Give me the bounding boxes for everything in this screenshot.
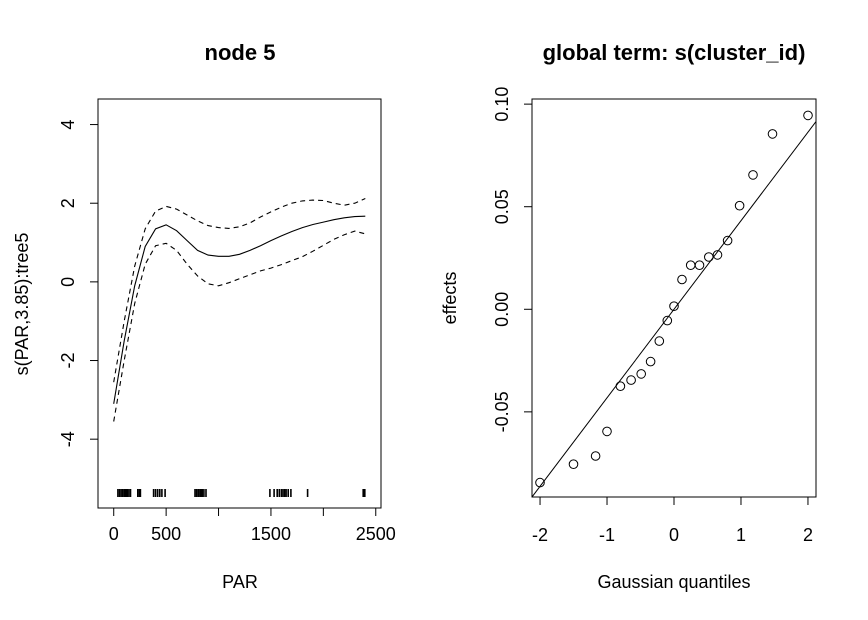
y-tick-label: -4 (58, 431, 78, 447)
panel-2-plot-frame (531, 98, 817, 498)
scatter-point (712, 250, 723, 260)
scatter-point (669, 301, 679, 312)
series-line-lower-band (113, 230, 366, 422)
scatter-point (654, 336, 665, 346)
scatter-point (626, 375, 636, 385)
y-tick-label: 0.05 (492, 189, 512, 224)
scatter-point (590, 451, 601, 461)
x-tick-label: 2 (803, 525, 813, 545)
scatter-point (662, 315, 673, 326)
x-tick-label: -2 (532, 525, 548, 545)
scatter-point (803, 110, 813, 121)
x-tick-label: 500 (151, 524, 181, 544)
reference-line (532, 121, 816, 497)
panel-node-5: node 5 0 500 1500 2500 -4 -2 0 2 4 PAR s(PAR,3.… (12, 40, 396, 592)
x-tick-label: 0 (109, 524, 119, 544)
panel-2-title: global term: s(cluster_id) (543, 40, 806, 65)
series-line-fit (113, 215, 366, 404)
x-tick-label: 2500 (356, 524, 396, 544)
y-tick-label: 0 (58, 277, 78, 287)
panel-1-data (113, 197, 366, 497)
x-tick-label: -1 (599, 525, 615, 545)
panel-2-data (532, 110, 816, 497)
y-tick-label: 0.10 (492, 87, 512, 122)
scatter-point (694, 260, 705, 271)
x-tick-label: 1 (736, 525, 746, 545)
scatter-point (677, 274, 687, 285)
panel-1-y-axis-label: s(PAR,3.85):tree5 (12, 233, 32, 376)
panel-1-x-axis-label: PAR (222, 572, 258, 592)
panel-1-y-axis: -4 -2 0 2 4 (58, 120, 98, 447)
y-tick-label: 2 (58, 198, 78, 208)
x-tick-label: 0 (669, 525, 679, 545)
panel-1-title: node 5 (205, 40, 276, 65)
scatter-point (615, 381, 626, 392)
panel-2-y-axis: -0.05 0.00 0.05 0.10 (492, 87, 532, 432)
scatter-point (748, 170, 758, 180)
scatter-point (568, 459, 579, 470)
scatter-point (636, 369, 647, 379)
y-tick-label: -0.05 (492, 391, 512, 432)
y-tick-label: 4 (58, 120, 78, 130)
scatter-point (734, 200, 745, 211)
panel-2-x-axis: -2 -1 0 1 2 (532, 497, 813, 545)
panel-1-plot-frame (97, 98, 382, 509)
panel-2-y-axis-label: effects (440, 272, 460, 325)
panel-global-term: global term: s(cluster_id) -2 -1 0 1 2 -0.05… (440, 40, 817, 592)
y-tick-label: 0.00 (492, 292, 512, 327)
scatter-point (602, 426, 612, 437)
x-tick-label: 1500 (251, 524, 291, 544)
scatter-point (722, 235, 733, 246)
panel-2-x-axis-label: Gaussian quantiles (597, 572, 750, 592)
scatter-point (685, 260, 696, 271)
series-line-upper-band (113, 197, 366, 383)
scatter-point (704, 252, 714, 262)
scatter-point (535, 477, 545, 488)
scatter-point (767, 129, 778, 139)
scatter-point (645, 356, 656, 367)
y-tick-label: -2 (58, 353, 78, 369)
panel-1-x-axis: 0 500 1500 2500 (109, 508, 396, 544)
